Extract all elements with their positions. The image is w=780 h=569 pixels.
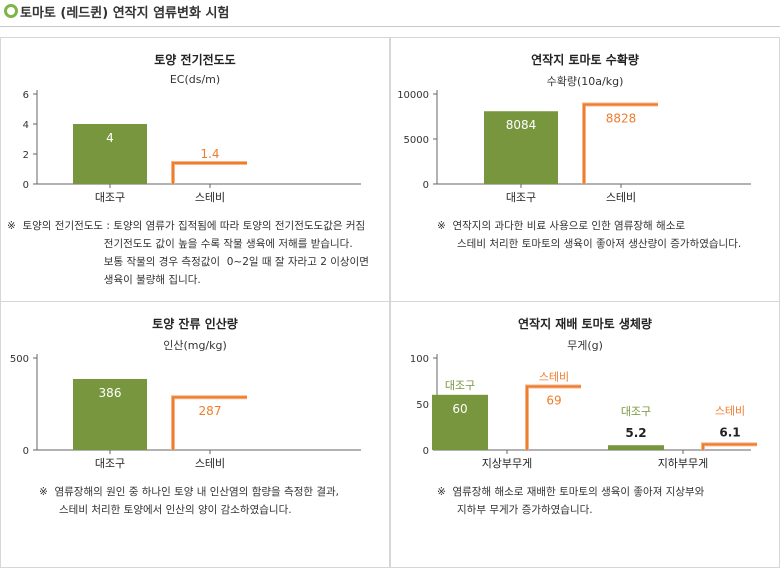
chart-unit: 무게(g): [567, 339, 603, 352]
bar-control: [73, 124, 147, 184]
category-label: 스테비: [606, 191, 636, 204]
chart-unit: 인산(mg/kg): [163, 339, 227, 352]
note-line: 스테비 처리한 토양에서 인산의 양이 감소하였습니다.: [39, 504, 292, 516]
note-line: ※ 염류장해 해소로 재배한 토마토의 생육이 좋아져 지상부와: [437, 486, 705, 498]
data-label: 5.2: [625, 426, 646, 440]
bar-stevi: [172, 396, 247, 450]
category-label: 스테비: [195, 191, 225, 204]
chart-note: ※ 염류장해의 원인 중 하나인 토양 내 인산염의 함량을 측정한 결과, 스…: [39, 483, 339, 519]
bar-stevi: [526, 385, 581, 450]
y-tick-label: 500: [10, 354, 29, 365]
chart-title: 토양 잔류 인산량: [152, 317, 238, 331]
note-line: 전기전도도 값이 높을 수록 작물 생육에 저해를 받습니다.: [7, 238, 353, 250]
data-label: 386: [99, 386, 122, 400]
bar-control: [608, 445, 664, 450]
data-label: 1.4: [200, 147, 219, 161]
note-line: 스테비 처리한 토마토의 생육이 좋아져 생산량이 증가하였습니다.: [437, 238, 742, 250]
panel-phosphate: 토양 잔류 인산량 인산(mg/kg) 0 500 대조구 스테비 386 287 ※ 염…: [0, 301, 390, 568]
bar-control: [73, 378, 147, 450]
chart-title: 연작지 토마토 수확량: [531, 53, 639, 67]
yield-chart: 0 5000 10000 대조구 스테비 8084 8828: [397, 90, 751, 204]
series-label: 스테비: [539, 371, 569, 384]
chart-note: ※ 연작지의 과다한 비료 사용으로 인한 염류장해 해소로 스테비 처리한 토…: [437, 217, 741, 253]
chart-unit: 수확량(10a/kg): [546, 75, 624, 88]
data-label: 287: [199, 404, 222, 418]
note-line: 생육이 불량해 집니다.: [7, 274, 201, 286]
series-label: 대조구: [621, 405, 651, 418]
bar-stevi: [172, 162, 247, 184]
biomass-chart: 0 50 100 지상부무게 지하부무게 60 대조구 69 스테비 5.2 대조구 6.1 스테비: [410, 354, 757, 470]
y-tick-label: 0: [423, 180, 429, 191]
note-line: 지하부 무게가 증가하였습니다.: [437, 504, 593, 516]
category-label: 스테비: [195, 457, 225, 470]
series-label: 대조구: [445, 379, 475, 392]
category-label: 대조구: [95, 191, 125, 204]
y-tick-label: 0: [23, 446, 29, 457]
y-tick-label: 0: [423, 446, 429, 457]
bar-stevi: [702, 443, 757, 450]
panel-ec: 토양 전기전도도 EC(ds/m) 0 2 4 6 대조구 스테비 4 1.4 ※ 토양의 전…: [0, 37, 390, 302]
data-label: 4: [106, 131, 114, 145]
series-label: 스테비: [715, 404, 745, 417]
data-label: 60: [452, 402, 467, 416]
y-tick-label: 50: [416, 400, 429, 411]
y-tick-label: 100: [410, 354, 429, 365]
y-tick-label: 5000: [404, 135, 429, 146]
chart-note: ※ 토양의 전기전도도 : 토양의 염류가 집적됨에 따라 토양의 전기전도도값…: [7, 217, 369, 289]
phosphate-chart: 0 500 대조구 스테비 386 287: [10, 354, 361, 470]
note-line: ※ 염류장해의 원인 중 하나인 토양 내 인산염의 함량을 측정한 결과,: [39, 486, 340, 498]
panel-biomass: 연작지 재배 토마토 생체량 무게(g) 0 50 100 지상부무게 지하부무게 60 대…: [390, 301, 780, 568]
page-header: 토마토 (레드퀸) 연작지 염류변화 시험: [0, 0, 780, 27]
bar-stevi: [583, 103, 658, 184]
y-tick-label: 2: [23, 150, 29, 161]
y-tick-label: 6: [23, 90, 29, 101]
data-label: 8084: [506, 118, 537, 132]
data-label: 6.1: [719, 425, 740, 439]
y-tick-label: 0: [23, 180, 29, 191]
ec-chart: 0 2 4 6 대조구 스테비 4 1.4: [23, 90, 361, 204]
category-label: 지상부무게: [482, 457, 533, 470]
chart-title: 연작지 재배 토마토 생체량: [518, 317, 652, 331]
note-line: 보통 작물의 경우 측정값이 0~2일 때 잘 자라고 2 이상이면: [7, 256, 369, 268]
page-title: 토마토 (레드퀸) 연작지 염류변화 시험: [20, 6, 230, 21]
bar-control: [432, 394, 488, 450]
category-label: 지하부무게: [658, 456, 709, 470]
note-line: ※ 토양의 전기전도도 : 토양의 염류가 집적됨에 따라 토양의 전기전도도값…: [7, 220, 366, 232]
category-label: 대조구: [506, 191, 536, 204]
note-line: ※ 연작지의 과다한 비료 사용으로 인한 염류장해 해소로: [437, 220, 686, 232]
panel-yield: 연작지 토마토 수확량 수확량(10a/kg) 0 5000 10000 대조구 스테비…: [390, 37, 780, 302]
y-tick-label: 10000: [397, 90, 429, 101]
chart-title: 토양 전기전도도: [154, 53, 236, 67]
bar-stevi-glow: [171, 161, 247, 184]
category-label: 대조구: [95, 457, 125, 470]
chart-note: ※ 염류장해 해소로 재배한 토마토의 생육이 좋아져 지상부와 지하부 무게가…: [437, 483, 704, 519]
data-label: 8828: [606, 112, 637, 126]
data-label: 69: [546, 394, 561, 408]
bar-control: [484, 111, 558, 184]
bullet-icon: [4, 4, 18, 18]
chart-unit: EC(ds/m): [169, 73, 221, 86]
y-tick-label: 4: [23, 120, 29, 131]
